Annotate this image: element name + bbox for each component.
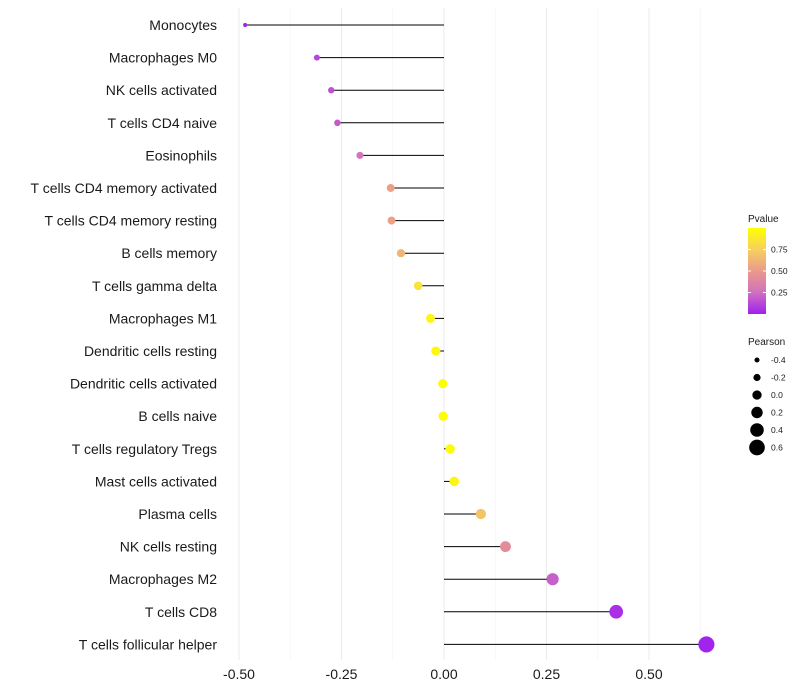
pearson-legend-label: 0.6 (771, 443, 783, 453)
category-labels: Monocytes Macrophages M0 NK cells activate… (31, 17, 218, 652)
pearson-legend-dot (751, 406, 763, 419)
lollipop-dot (438, 411, 448, 421)
pearson-legend-label: 0.4 (771, 425, 783, 435)
category-label: Macrophages M2 (109, 571, 217, 587)
category-label: Eosinophils (145, 147, 217, 163)
colorbar-tick-label: 0.25 (771, 288, 788, 298)
x-tick-label: -0.50 (223, 666, 255, 682)
lollipop-dot (425, 313, 435, 323)
lollipop-dot (386, 184, 395, 192)
pearson-legend-dot (752, 390, 762, 400)
lollipop-dot (445, 444, 455, 454)
category-label: T cells gamma delta (92, 278, 217, 294)
category-label: Dendritic cells resting (84, 343, 217, 359)
category-label: Macrophages M0 (109, 50, 217, 66)
category-label: Mast cells activated (95, 473, 217, 489)
category-label: Plasma cells (138, 506, 217, 522)
x-tick-label: 0.25 (533, 666, 560, 682)
category-label: Dendritic cells activated (70, 376, 217, 392)
category-label: T cells regulatory Tregs (72, 441, 217, 457)
lollipop-stems (245, 24, 707, 645)
pvalue-legend: Pvalue 0.75 0.50 0.25 (748, 214, 788, 314)
lollipop-dots (243, 22, 715, 653)
lollipop-dot (500, 541, 511, 553)
grid-lines (238, 8, 701, 660)
pvalue-legend-title: Pvalue (748, 214, 779, 225)
x-tick-label: 0.50 (635, 666, 662, 682)
category-label: NK cells resting (120, 539, 217, 555)
pvalue-colorbar-ticks: 0.75 0.50 0.25 (748, 245, 788, 298)
category-label: T cells CD4 memory resting (45, 213, 217, 229)
lollipop-dot (396, 249, 406, 258)
lollipop-dot (413, 281, 423, 291)
pearson-legend-label: 0.0 (771, 390, 783, 400)
colorbar-tick-label: 0.75 (771, 245, 788, 255)
x-tick-label: -0.25 (326, 666, 358, 682)
pearson-legend-title: Pearson (748, 337, 785, 348)
colorbar-tick-label: 0.50 (771, 266, 788, 276)
category-label: B cells naive (138, 408, 217, 424)
lollipop-dot (334, 119, 341, 127)
category-label: T cells CD4 naive (108, 115, 218, 131)
category-label: T cells follicular helper (79, 636, 218, 652)
category-label: Macrophages M1 (109, 310, 217, 326)
lollipop-dot (313, 54, 320, 61)
lollipop-dot (449, 476, 460, 487)
pvalue-colorbar (748, 228, 766, 314)
lollipop-dot (243, 22, 248, 28)
pearson-legend-label: -0.2 (771, 373, 786, 383)
lollipop-dot (356, 151, 364, 159)
lollipop-dot (698, 636, 715, 653)
x-axis-ticks: -0.50 -0.25 0.00 0.25 0.50 (223, 666, 663, 682)
pearson-legend: Pearson -0.4 -0.2 0.0 0.2 0.4 0.6 (748, 337, 786, 456)
pearson-legend-dot (750, 423, 764, 437)
category-label: NK cells activated (106, 82, 217, 98)
lollipop-dot (475, 508, 487, 520)
pearson-legend-dot (753, 373, 761, 382)
category-label: Monocytes (149, 17, 217, 33)
lollipop-dot (438, 378, 448, 389)
category-label: T cells CD4 memory activated (31, 180, 217, 196)
lollipop-dot (546, 573, 559, 586)
pearson-legend-label: 0.2 (771, 408, 783, 418)
category-label: T cells CD8 (145, 604, 217, 620)
lollipop-dot (431, 346, 441, 356)
pearson-legend-items: -0.4 -0.2 0.0 0.2 0.4 0.6 (749, 355, 786, 456)
lollipop-dot (328, 87, 335, 94)
pearson-legend-label: -0.4 (771, 355, 786, 365)
pearson-legend-dot (749, 439, 765, 456)
lollipop-dot (609, 604, 624, 619)
lollipop-dot (387, 216, 396, 225)
x-tick-label: 0.00 (430, 666, 457, 682)
pearson-legend-dot (754, 357, 760, 363)
category-label: B cells memory (121, 245, 217, 261)
